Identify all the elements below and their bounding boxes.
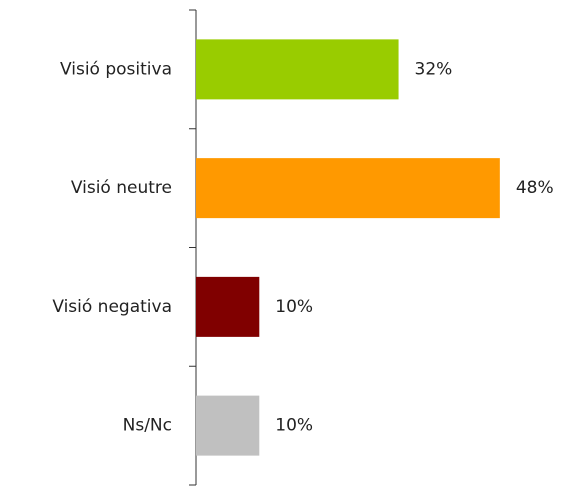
value-label: 10% (275, 297, 313, 317)
category-label: Visió neutre (71, 178, 172, 198)
bar (196, 276, 260, 337)
bar (196, 39, 399, 100)
category-label: Ns/Nc (123, 416, 172, 436)
value-label: 10% (275, 416, 313, 436)
value-label: 48% (516, 178, 554, 198)
value-label: 32% (415, 59, 453, 79)
bar (196, 395, 260, 456)
category-label: Visió positiva (60, 59, 172, 79)
bar (196, 158, 500, 219)
category-label: Visió negativa (52, 297, 172, 317)
